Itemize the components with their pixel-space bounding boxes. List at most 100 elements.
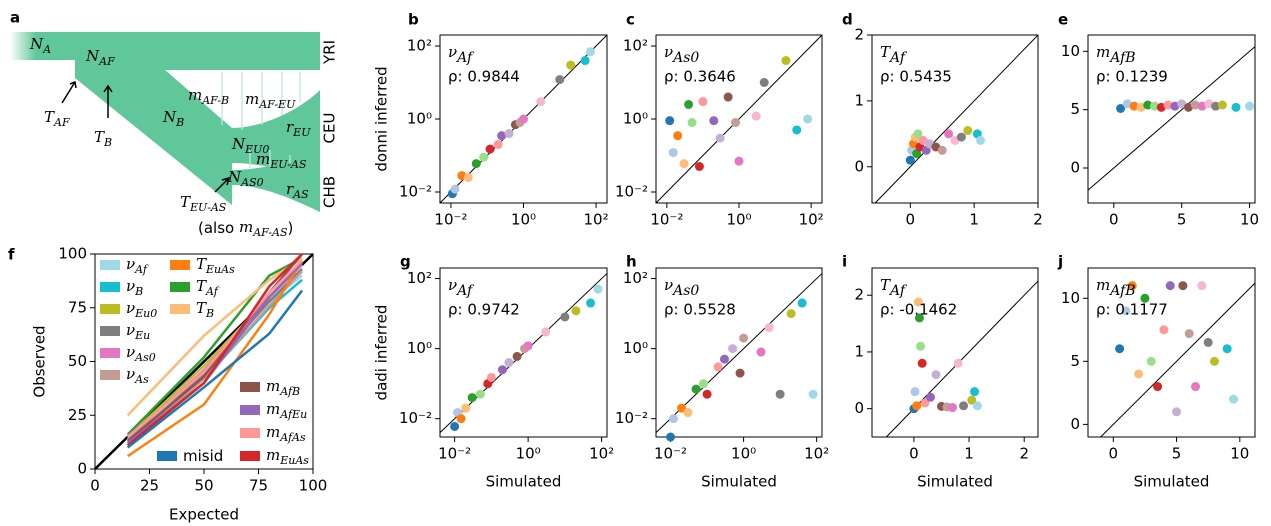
point <box>450 184 460 194</box>
series-line <box>126 257 303 436</box>
point <box>808 389 818 399</box>
point <box>571 306 581 316</box>
panel-label: h <box>626 253 637 271</box>
y-tick-label: 10⁰ <box>623 110 648 128</box>
point <box>1170 101 1180 111</box>
label-sub: AF <box>53 116 70 129</box>
legend-swatch <box>100 326 120 336</box>
y-tick-label: 0 <box>77 460 87 478</box>
y-tick-label: 10² <box>623 269 648 287</box>
label-sub: AF-AS <box>252 226 288 239</box>
legend-swatch <box>240 405 260 415</box>
y-axis-label: Observed <box>31 325 49 397</box>
label-sub: EU0 <box>244 143 269 156</box>
point <box>456 414 466 424</box>
label-main: m <box>266 446 280 464</box>
annotation: ρ: 0.3646 <box>664 68 736 86</box>
x-tick-label: 10⁰ <box>511 211 536 229</box>
point <box>953 358 963 368</box>
legend-swatch <box>157 451 177 461</box>
label-main: T <box>180 193 191 211</box>
point <box>1127 281 1137 291</box>
x-tick-label: 2 <box>1033 211 1043 229</box>
y-tick-label: 10⁰ <box>623 339 648 357</box>
point <box>1136 102 1146 112</box>
label-main: ν <box>448 43 457 61</box>
x-tick-label: 10⁻² <box>434 211 467 229</box>
legend-entry: TAf <box>196 277 220 298</box>
y-tick-label: 1 <box>854 342 864 360</box>
x-tick-label: 50 <box>194 477 213 495</box>
annotation: ρ: -0.1462 <box>880 301 957 319</box>
point <box>781 56 791 66</box>
diagram-label: rAS <box>286 180 309 201</box>
panel-title: νAf <box>448 43 475 66</box>
diagram-label: mEU-AS <box>256 150 307 171</box>
y-tick-label: 10² <box>623 36 648 54</box>
label-sub: AF <box>98 55 115 68</box>
point <box>1116 104 1126 113</box>
diagram-label: NA <box>29 35 51 56</box>
label-main: N <box>227 168 242 186</box>
point <box>1122 99 1132 109</box>
legend-swatch <box>240 428 260 438</box>
label-main: N <box>162 108 177 126</box>
point <box>959 401 969 411</box>
point <box>475 389 485 399</box>
y-tick-label: 2 <box>854 26 864 44</box>
label-sub: AF-B <box>201 94 229 107</box>
panel-label: b <box>408 11 419 29</box>
panel-label: c <box>626 11 635 29</box>
axes-frame <box>439 267 608 438</box>
point <box>976 135 986 145</box>
label-main: m <box>1096 276 1110 294</box>
x-tick-label: 0 <box>906 211 916 229</box>
point <box>687 118 697 128</box>
y-tick-label: 50 <box>68 352 87 370</box>
point <box>1140 293 1150 303</box>
diagram-shapes <box>10 32 320 212</box>
point <box>683 408 693 418</box>
label-sub: Af <box>888 283 908 299</box>
y-tick-label: 0 <box>854 157 864 175</box>
population-label: YRI <box>321 40 339 65</box>
label-main: r <box>286 180 294 198</box>
y-tick-label: 0 <box>854 399 864 417</box>
y-tick-label: 10² <box>407 269 432 287</box>
x-axis-label: Simulated <box>486 473 562 491</box>
label-sub: B <box>103 136 112 149</box>
point <box>1159 325 1169 335</box>
point <box>479 152 489 162</box>
point <box>709 116 719 126</box>
point <box>523 341 533 351</box>
legend-swatch <box>240 451 260 461</box>
population-label: CEU <box>321 113 339 144</box>
point <box>1222 344 1232 354</box>
point <box>493 140 503 150</box>
point <box>1190 100 1200 110</box>
label-sub: AfB <box>279 385 300 398</box>
point <box>593 284 603 294</box>
point <box>679 159 689 169</box>
point <box>1210 356 1220 366</box>
x-tick-label: 10⁻² <box>650 211 683 229</box>
label-main: N <box>85 47 100 65</box>
y-tick-label: 10⁻² <box>399 183 432 201</box>
point <box>1183 102 1193 112</box>
legend-entry: mAfAs <box>266 423 306 444</box>
point <box>1129 101 1139 111</box>
y-tick-label: 10⁰ <box>407 339 432 357</box>
label-sub: Af <box>455 50 475 66</box>
point <box>1204 99 1214 109</box>
y-tick-label: 75 <box>68 298 87 316</box>
point <box>486 372 496 382</box>
point <box>1150 101 1160 111</box>
y-axis-label: dadi inferred <box>373 305 391 401</box>
label-sub: As0 <box>134 351 156 364</box>
point <box>1153 382 1163 392</box>
label-sub: As <box>134 373 149 386</box>
point <box>913 129 923 139</box>
point <box>461 403 471 413</box>
label-sub: B <box>175 116 184 129</box>
label-sub: B <box>205 307 214 320</box>
